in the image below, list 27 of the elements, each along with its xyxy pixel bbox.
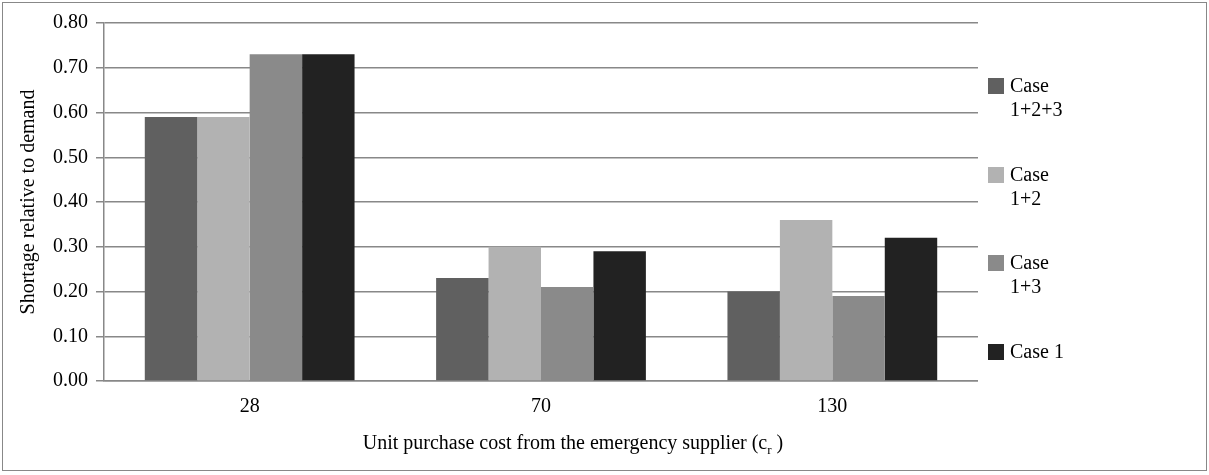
bar [144,116,198,381]
x-tick-label: 28 [239,394,260,417]
x-axis-title: Unit purchase cost from the emergency supplier (c$_{r}$ ) [361,431,785,458]
y-tick-label: 0.20 [53,278,88,301]
legend-label: Case 1+2+3 [1010,73,1064,122]
bar [436,278,489,381]
bar [779,219,833,381]
legend-label: Case 1 [1010,338,1064,363]
bar [727,291,780,381]
bar [593,251,646,381]
bar [488,246,541,381]
y-tick-label: 0.00 [53,368,88,391]
x-tick-label: 70 [531,394,551,417]
bar [197,116,250,381]
bar [302,54,355,381]
y-tick-label: 0.50 [53,144,88,167]
legend-label: Case 1+3 [1010,250,1050,299]
y-tick-label: 0.10 [53,323,88,346]
y-axis-title: Shortage relative to demand [16,89,40,315]
y-tick-label: 0.40 [53,189,88,212]
bar [884,237,938,381]
y-tick-label: 0.70 [53,55,88,77]
y-tick-label: 0.80 [53,10,88,33]
legend-label: Case 1+2 [1010,161,1050,210]
x-tick-label: 130 [817,394,848,417]
y-tick-label: 0.60 [53,99,88,122]
y-tick-label: 0.30 [53,234,88,256]
